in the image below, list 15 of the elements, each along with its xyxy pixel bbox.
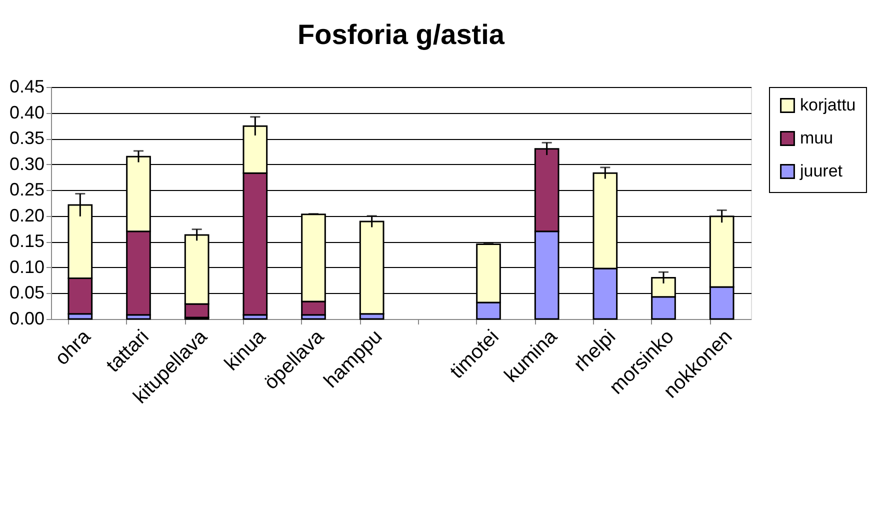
- y-tick-label: 0.00: [9, 308, 44, 328]
- y-tick-label: 0.40: [9, 102, 44, 122]
- y-tick-label: 0.05: [9, 282, 44, 303]
- y-tick-label: 0.35: [9, 128, 44, 148]
- y-tick-label: 0.20: [9, 205, 44, 226]
- y-tick-label: 0.10: [9, 256, 44, 277]
- legend-label: muu: [800, 128, 834, 148]
- y-tick-label: 0.25: [9, 180, 44, 200]
- chart-title: Fosforia g/astia: [298, 19, 505, 50]
- x-tick-label: ohra: [51, 325, 96, 370]
- legend-label: korjattu: [800, 96, 856, 114]
- legend-label: juuret: [799, 162, 843, 180]
- y-tick-label: 0.15: [9, 231, 44, 252]
- y-tick-label: 0.30: [9, 154, 44, 174]
- y-tick-label: 0.45: [9, 76, 44, 96]
